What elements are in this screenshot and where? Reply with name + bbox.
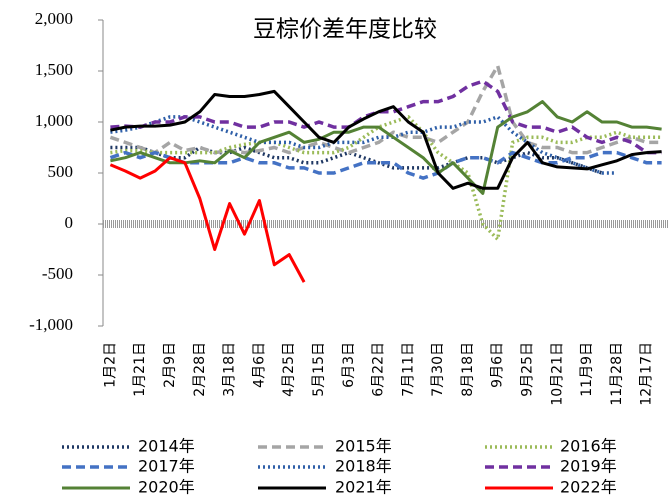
y-tick-label: 500 xyxy=(48,162,74,181)
x-tick-label: 12月17日 xyxy=(639,342,655,406)
legend-label: 2022年 xyxy=(560,478,617,497)
x-tick-label: 3月18日 xyxy=(222,342,238,397)
y-tick-label: 2,000 xyxy=(35,9,73,28)
x-tick-label: 11月28日 xyxy=(609,342,625,406)
x-tick-label: 11月9日 xyxy=(579,342,595,397)
legend-label: 2021年 xyxy=(335,478,392,497)
legend-label: 2018年 xyxy=(335,457,392,476)
x-tick-label: 1月21日 xyxy=(132,342,148,397)
series-line xyxy=(110,145,603,175)
legend-label: 2014年 xyxy=(138,437,195,456)
legend-label: 2015年 xyxy=(335,437,392,456)
legend-label: 2016年 xyxy=(560,437,617,456)
x-tick-label: 7月30日 xyxy=(430,342,446,397)
series-line xyxy=(110,89,662,190)
chart-title: 豆棕价差年度比较 xyxy=(253,16,437,41)
series-line xyxy=(110,100,662,195)
y-tick-label: 0 xyxy=(65,213,74,232)
series-line xyxy=(109,64,662,155)
x-tick-label: 7月11日 xyxy=(400,342,416,397)
series-line xyxy=(110,79,662,155)
x-tick-label: 4月6日 xyxy=(251,342,267,388)
series-line xyxy=(109,156,306,283)
y-tick-label: -1,000 xyxy=(29,315,73,334)
x-tick-label: 2月9日 xyxy=(162,342,178,388)
series-line xyxy=(110,115,617,175)
x-tick-label: 6月3日 xyxy=(341,342,357,388)
series-line xyxy=(110,115,662,242)
legend-label: 2019年 xyxy=(560,457,617,476)
x-tick-label: 2月28日 xyxy=(192,342,208,397)
series-line xyxy=(109,150,662,180)
x-tick-label: 4月25日 xyxy=(281,342,297,397)
legend-label: 2017年 xyxy=(138,457,195,476)
x-tick-label: 9月25日 xyxy=(520,342,536,397)
x-tick-label: 1月2日 xyxy=(102,342,118,388)
x-tick-label: 5月15日 xyxy=(311,342,327,397)
x-tick-label: 9月6日 xyxy=(490,342,506,388)
x-tick-label: 6月22日 xyxy=(371,342,387,397)
x-tick-label: 8月18日 xyxy=(460,342,476,397)
x-tick-label: 10月21日 xyxy=(549,342,565,406)
y-tick-label: 1,500 xyxy=(35,60,73,79)
y-tick-label: 1,000 xyxy=(35,111,73,130)
y-tick-label: -500 xyxy=(42,264,73,283)
legend-label: 2020年 xyxy=(138,478,195,497)
